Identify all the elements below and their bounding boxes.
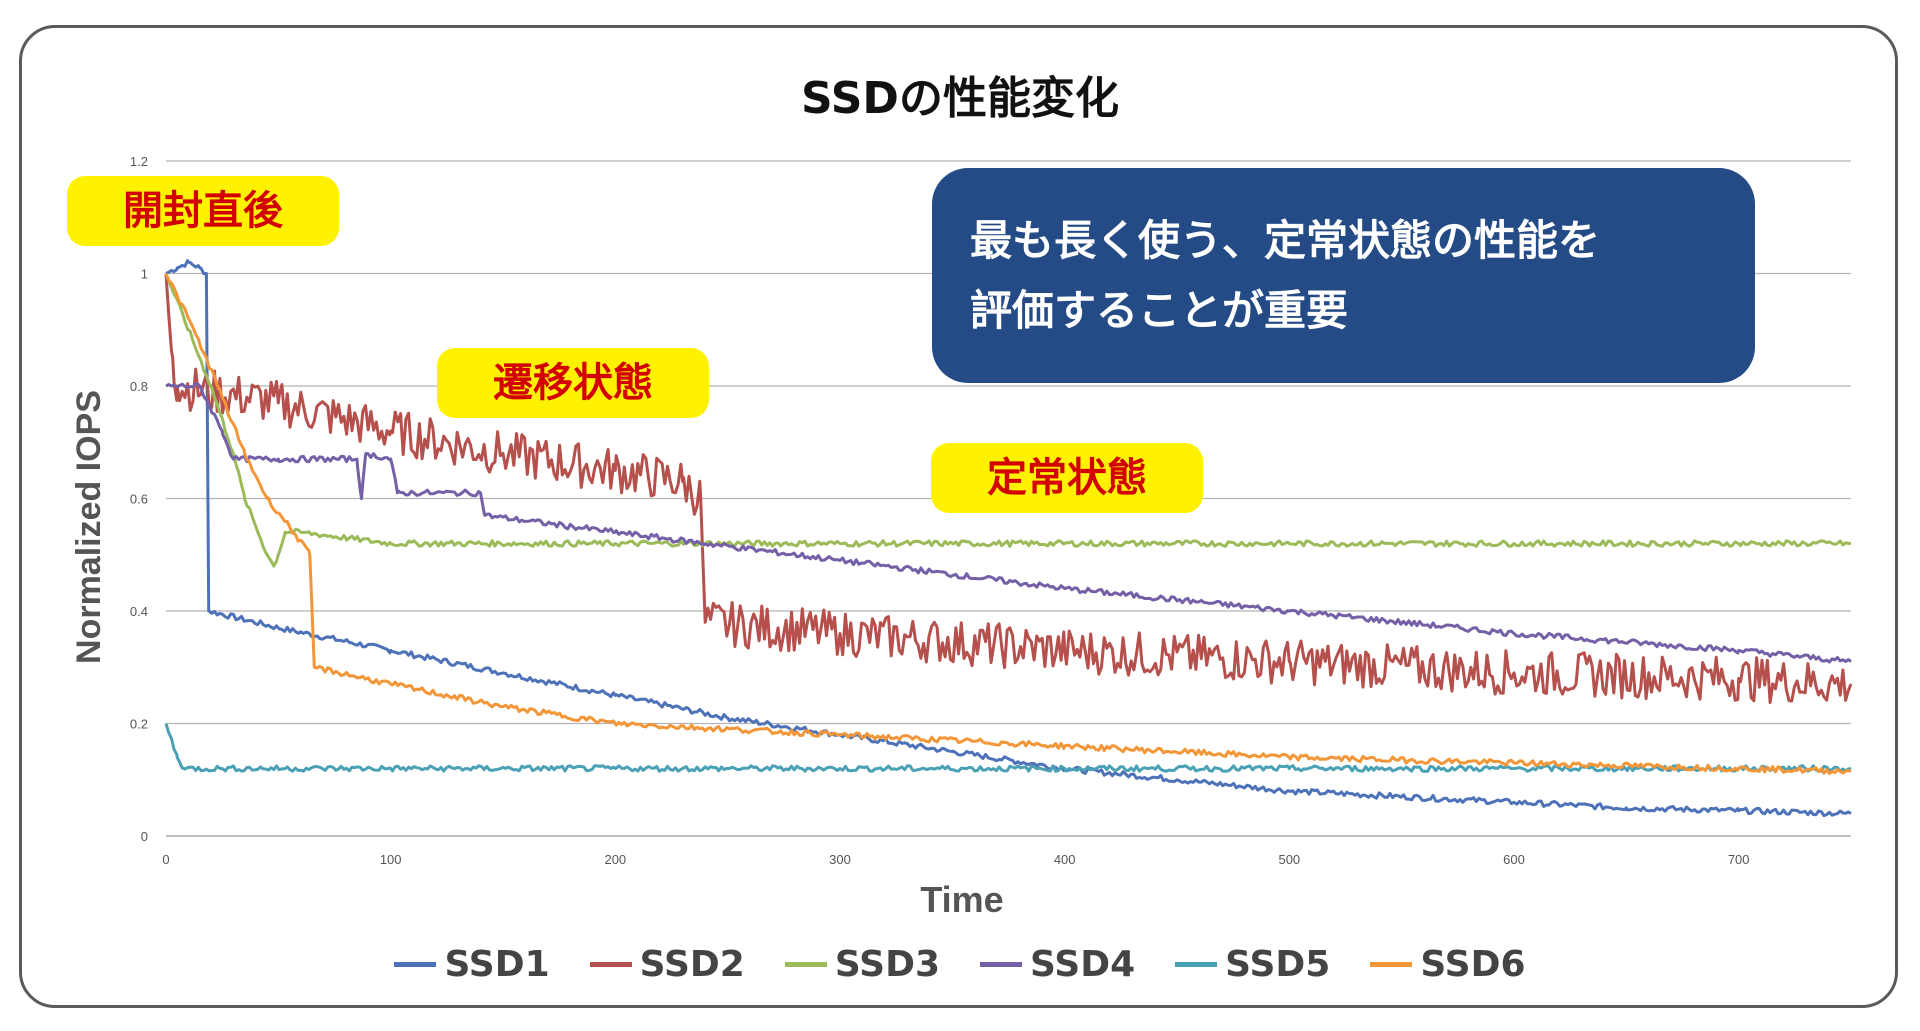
y-tick-label: 0.4 — [130, 604, 148, 619]
legend-item-ssd6: SSD6 — [1370, 944, 1526, 985]
y-tick-label: 0.8 — [130, 379, 148, 394]
x-tick-label: 500 — [1278, 852, 1300, 867]
series-line-ssd3 — [164, 272, 1852, 568]
legend-item-ssd2: SSD2 — [589, 944, 745, 985]
x-tick-label: 100 — [380, 852, 402, 867]
legend-label: SSD6 — [1420, 944, 1526, 985]
y-tick-label: 1.2 — [130, 154, 148, 169]
x-tick-label: 700 — [1728, 852, 1750, 867]
y-tick-label: 0.2 — [130, 717, 148, 732]
x-tick-label: 400 — [1054, 852, 1076, 867]
legend-swatch — [784, 962, 827, 967]
series-line-ssd2 — [164, 273, 1853, 704]
annotation-transition-badge: 遷移状態 — [437, 348, 709, 418]
legend-swatch — [589, 962, 632, 967]
legend-label: SSD4 — [1030, 944, 1136, 985]
y-tick-label: 1 — [141, 267, 148, 282]
callout-line-1: 最も長く使う、定常状態の性能を — [970, 216, 1601, 265]
annotation-fresh-badge: 開封直後 — [67, 176, 339, 246]
x-tick-label: 600 — [1503, 852, 1525, 867]
steady-state-callout: 最も長く使う、定常状態の性能を 評価することが重要 — [932, 168, 1755, 383]
legend-item-ssd5: SSD5 — [1175, 944, 1330, 985]
y-tick-label: 0.6 — [130, 492, 148, 507]
y-tick-labels: 0 0.2 0.4 0.6 0.8 1 1.2 — [130, 154, 148, 844]
x-axis-label: Time — [920, 879, 1003, 920]
x-tick-label: 200 — [604, 852, 626, 867]
callout-line-2: 評価することが重要 — [970, 286, 1349, 335]
legend-item-ssd3: SSD3 — [784, 944, 940, 985]
legend-swatch — [394, 962, 437, 967]
series-lines — [164, 259, 1853, 818]
chart-title: SSDの性能変化 — [801, 73, 1119, 124]
legend-item-ssd1: SSD1 — [394, 944, 550, 985]
legend-label: SSD3 — [834, 944, 940, 985]
y-axis-label: Normalized IOPS — [70, 390, 108, 664]
series-line-ssd5 — [164, 723, 1852, 773]
legend-swatch — [1370, 962, 1413, 967]
series-line-ssd4 — [165, 382, 1852, 664]
x-tick-labels: 0 100 200 300 400 500 600 700 — [162, 852, 1749, 867]
y-tick-label: 0 — [141, 829, 148, 844]
legend-swatch — [980, 962, 1022, 967]
x-tick-label: 300 — [829, 852, 851, 867]
chart-legend: SSD1 SSD2 SSD3 SSD4 SSD5 SSD6 — [0, 944, 1920, 985]
legend-swatch — [1175, 962, 1218, 967]
x-tick-label: 0 — [162, 852, 169, 867]
legend-label: SSD2 — [639, 944, 745, 985]
legend-label: SSD5 — [1225, 944, 1331, 985]
series-line-ssd1 — [165, 259, 1852, 818]
legend-item-ssd4: SSD4 — [980, 944, 1135, 985]
legend-label: SSD1 — [444, 944, 550, 985]
annotation-steady-badge: 定常状態 — [931, 443, 1203, 513]
series-line-ssd6 — [164, 272, 1852, 775]
